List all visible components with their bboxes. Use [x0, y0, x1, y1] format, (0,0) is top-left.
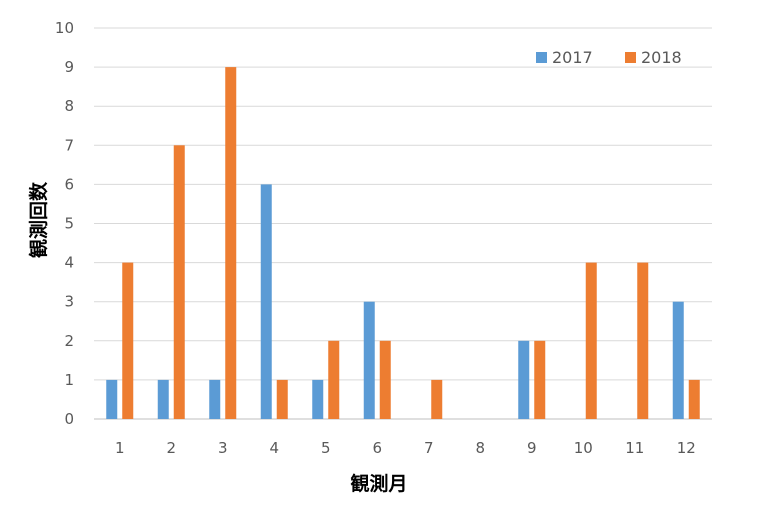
y-tick-label: 1 — [64, 371, 74, 389]
y-tick-label: 6 — [64, 175, 74, 193]
bar-2018-12 — [688, 379, 700, 419]
x-tick-label: 7 — [424, 439, 434, 457]
x-tick-label: 5 — [321, 439, 331, 457]
legend-label-2017: 2017 — [552, 48, 593, 67]
bar-2018-9 — [534, 340, 546, 419]
y-tick-label: 5 — [64, 215, 74, 233]
x-tick-label: 1 — [115, 439, 125, 457]
bar-2017-9 — [518, 340, 530, 419]
bar-2018-11 — [637, 262, 649, 419]
bar-2018-7 — [431, 379, 443, 419]
bars — [106, 67, 700, 420]
y-tick-label: 9 — [64, 58, 74, 76]
y-axis-tick-labels: 0 1 2 3 4 5 6 7 8 9 10 — [55, 19, 74, 428]
legend-swatch-2017 — [536, 52, 547, 63]
gridlines — [94, 27, 712, 420]
bar-2018-4 — [276, 379, 288, 419]
bar-2017-5 — [312, 379, 324, 419]
y-axis-title: 観測回数 — [27, 181, 50, 258]
bar-2018-3 — [225, 67, 237, 419]
x-tick-label: 2 — [166, 439, 176, 457]
x-tick-label: 4 — [269, 439, 279, 457]
legend-label-2018: 2018 — [641, 48, 682, 67]
bar-2017-1 — [106, 379, 118, 419]
y-tick-label: 8 — [64, 97, 74, 115]
y-tick-label: 10 — [55, 19, 74, 37]
x-tick-label: 11 — [625, 439, 644, 457]
y-tick-label: 4 — [64, 254, 74, 272]
x-axis-tick-labels: 1 2 3 4 5 6 7 8 9 10 11 12 — [115, 439, 696, 457]
y-tick-label: 2 — [64, 332, 74, 350]
x-tick-label: 12 — [677, 439, 696, 457]
x-tick-label: 3 — [218, 439, 228, 457]
x-tick-label: 9 — [527, 439, 537, 457]
y-tick-label: 0 — [64, 410, 74, 428]
x-tick-label: 8 — [475, 439, 485, 457]
x-tick-label: 6 — [372, 439, 382, 457]
bar-2017-6 — [363, 301, 375, 419]
y-tick-label: 3 — [64, 293, 74, 311]
bar-2018-5 — [328, 340, 340, 419]
x-tick-label: 10 — [574, 439, 593, 457]
bar-2017-2 — [157, 379, 169, 419]
bar-2017-3 — [209, 379, 221, 419]
bar-2018-6 — [379, 340, 391, 419]
bar-2017-4 — [260, 184, 272, 419]
bar-2018-1 — [122, 262, 134, 419]
bar-2018-2 — [173, 145, 185, 420]
legend: 2017 2018 — [536, 48, 682, 67]
y-tick-label: 7 — [64, 136, 74, 154]
bar-2018-10 — [585, 262, 597, 419]
x-axis-title: 観測月 — [350, 472, 407, 495]
legend-swatch-2018 — [625, 52, 636, 63]
bar-2017-12 — [672, 301, 684, 419]
